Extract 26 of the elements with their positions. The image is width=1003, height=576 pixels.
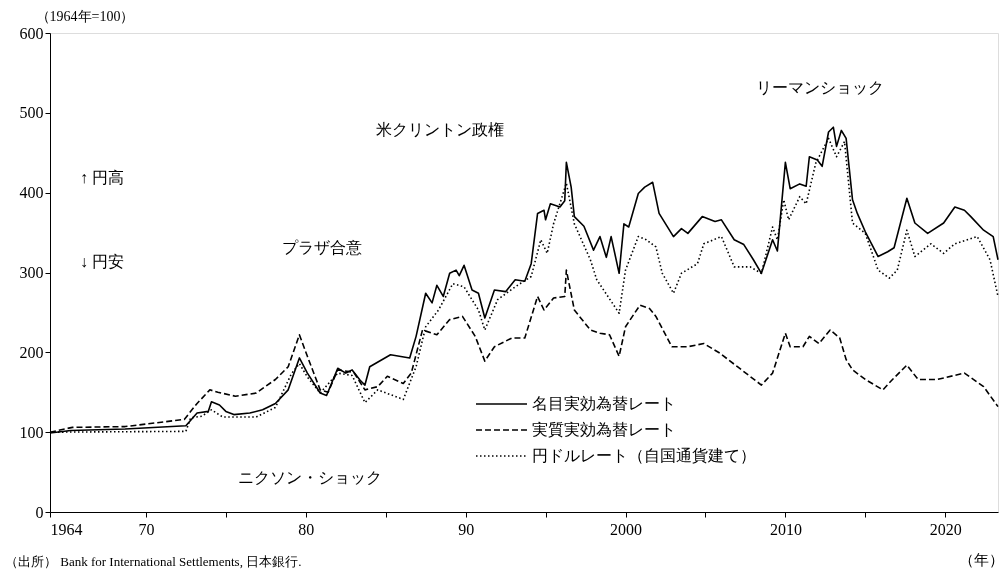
- y-tick-label: 100: [19, 423, 44, 441]
- x-tick-label: 90: [458, 520, 475, 538]
- y-tick-label: 500: [19, 104, 44, 122]
- legend-label: 実質実効為替レート: [532, 421, 676, 438]
- annotation: ↑ 円高: [80, 169, 124, 186]
- x-tick-label: 2010: [769, 520, 802, 538]
- text: （出所） Bank for International Settlements, 日本銀行.: [5, 554, 302, 569]
- annotation: ↓ 円安: [80, 253, 124, 270]
- annotation: ニクソン・ショック: [238, 469, 382, 486]
- legend-label: 円ドルレート（自国通貨建て）: [532, 447, 756, 464]
- y-tick-label: 200: [19, 343, 44, 361]
- y-tick-label: 0: [35, 503, 44, 521]
- y-tick-label: 400: [19, 184, 44, 202]
- x-tick-label: 80: [298, 520, 315, 538]
- x-tick-label: 2020: [929, 520, 962, 538]
- x-axis-title: （年）: [958, 551, 1003, 568]
- y-tick-label: 600: [19, 24, 44, 42]
- annotation: プラザ合意: [282, 239, 362, 256]
- x-tick-label: 1964: [50, 520, 83, 538]
- x-tick-label: 2000: [610, 520, 643, 538]
- y-tick-label: 300: [19, 264, 44, 281]
- annotation: 米クリントン政権: [376, 121, 504, 138]
- x-tick-label: 70: [138, 520, 155, 538]
- y-axis-title: （1964年=100）: [35, 8, 135, 24]
- legend-label: 名目実効為替レート: [532, 395, 676, 412]
- annotation: リーマンショック: [756, 79, 884, 96]
